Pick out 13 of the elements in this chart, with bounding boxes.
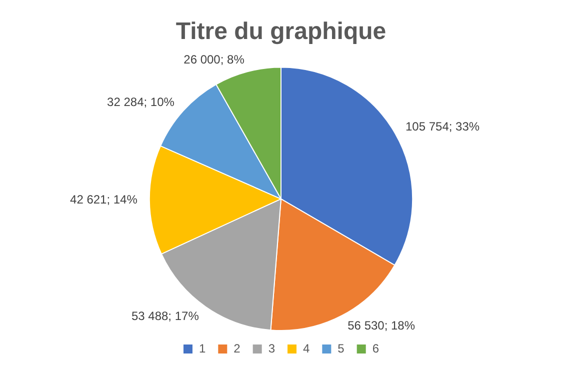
legend-label: 6 — [372, 341, 380, 356]
legend-label: 5 — [338, 341, 345, 356]
data-label: 56 530; 18% — [348, 318, 416, 332]
data-label: 53 488; 17% — [131, 309, 200, 324]
legend-label: 2 — [234, 341, 241, 356]
data-label: 26 000; 8% — [184, 52, 245, 66]
data-label: 32 284; 10% — [107, 94, 175, 109]
legend-label: 3 — [268, 341, 276, 356]
data-label: 42 621; 14% — [70, 192, 138, 206]
chart-title: Titre du graphique — [176, 18, 386, 46]
legend-label: 1 — [198, 341, 206, 356]
data-label: 105 754; 33% — [406, 120, 480, 134]
legend-label: 4 — [303, 341, 310, 356]
